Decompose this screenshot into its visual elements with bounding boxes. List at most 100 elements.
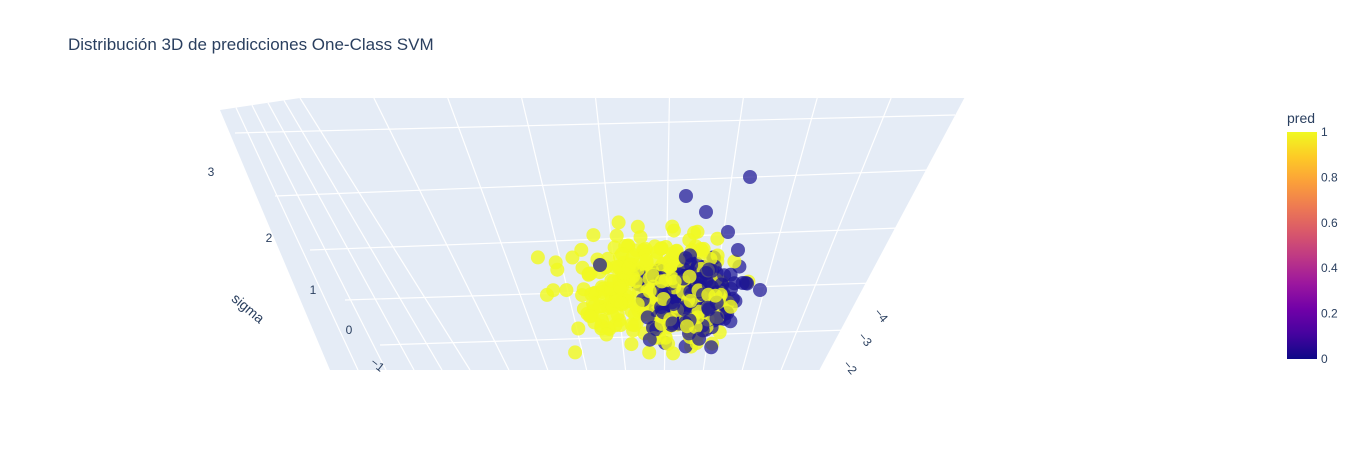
data-point-pred-1[interactable] [710, 231, 725, 246]
data-point-pred-1[interactable] [683, 293, 698, 308]
data-point-pred-1[interactable] [550, 262, 565, 277]
grid-line [309, 227, 901, 251]
data-point-pred-1[interactable] [628, 274, 643, 289]
x-tick-label: −4 [871, 306, 891, 326]
grid-line [234, 114, 956, 134]
data-point-pred-1[interactable] [630, 262, 645, 277]
data-point-pred-1[interactable] [530, 250, 545, 265]
data-point-pred-0[interactable] [723, 267, 738, 282]
x-tick-label: −2 [840, 358, 860, 378]
data-point-pred-1[interactable] [658, 330, 673, 345]
colorbar-tick-label: 0 [1321, 352, 1328, 366]
data-point-pred-1[interactable] [581, 267, 596, 282]
data-point-pred-1[interactable] [666, 223, 681, 238]
data-point-pred-0[interactable] [678, 251, 693, 266]
data-point-pred-0[interactable] [704, 340, 719, 355]
z-tick-label: 0 [346, 323, 353, 337]
data-point-pred-1[interactable] [608, 260, 623, 275]
data-point-pred-1[interactable] [627, 318, 642, 332]
data-point-pred-1[interactable] [680, 319, 694, 334]
chart-title: Distribución 3D de predicciones One-Clas… [68, 35, 434, 54]
grid-line [741, 98, 818, 370]
scene-gridlines [234, 98, 966, 370]
data-point-pred-0[interactable] [735, 276, 750, 290]
data-point-pred-1[interactable] [630, 297, 645, 312]
colorbar-tick-label: 1 [1321, 125, 1328, 139]
z-tick-label: 3 [208, 165, 215, 179]
colorbar-gradient [1287, 132, 1317, 359]
data-point-pred-1[interactable] [682, 269, 697, 284]
data-point-pred-1[interactable] [565, 250, 580, 265]
grid-line [819, 98, 966, 370]
grid-line [447, 98, 549, 370]
data-point-pred-1[interactable] [727, 254, 742, 269]
data-point-pred-0[interactable] [701, 277, 716, 292]
data-point-pred-0[interactable] [721, 225, 735, 239]
z-axis-label: sigma [229, 290, 268, 326]
colorbar: pred 0 0.2 0.4 0.6 0.8 1 [1287, 110, 1338, 366]
data-point-pred-1[interactable] [586, 228, 601, 243]
data-point-pred-1[interactable] [708, 288, 723, 303]
grid-line [780, 98, 892, 370]
scatter-points[interactable] [530, 170, 767, 361]
data-point-pred-1[interactable] [613, 318, 628, 333]
data-point-pred-1[interactable] [576, 282, 591, 297]
data-point-pred-1[interactable] [723, 299, 738, 314]
grid-line [283, 100, 443, 370]
colorbar-tick-label: 0.6 [1321, 216, 1338, 230]
data-point-pred-1[interactable] [667, 274, 682, 289]
data-point-pred-0[interactable] [640, 310, 655, 325]
data-point-pred-1[interactable] [654, 274, 669, 289]
x-tick-label: −3 [855, 330, 875, 350]
colorbar-title: pred [1287, 110, 1315, 126]
grid-line [379, 329, 849, 346]
data-point-pred-1[interactable] [612, 280, 627, 295]
data-point-pred-1[interactable] [663, 259, 678, 274]
data-point-pred-1[interactable] [582, 309, 597, 324]
data-point-pred-1[interactable] [599, 327, 614, 342]
data-point-pred-1[interactable] [658, 240, 673, 254]
data-point-pred-0[interactable] [699, 205, 713, 219]
data-point-pred-0[interactable] [666, 297, 681, 312]
data-point-pred-1[interactable] [609, 228, 624, 243]
data-point-pred-1[interactable] [642, 345, 657, 360]
data-point-pred-0[interactable] [692, 331, 707, 346]
data-point-pred-1[interactable] [571, 321, 586, 336]
data-point-pred-1[interactable] [639, 253, 654, 268]
data-point-pred-0[interactable] [593, 258, 607, 272]
data-point-pred-0[interactable] [753, 283, 767, 297]
colorbar-tick-label: 0.8 [1321, 170, 1338, 184]
data-point-pred-0[interactable] [642, 332, 657, 347]
data-point-pred-1[interactable] [611, 215, 626, 230]
grid-line [373, 98, 510, 370]
data-point-pred-1[interactable] [610, 294, 624, 309]
data-point-pred-1[interactable] [625, 250, 640, 265]
data-point-pred-1[interactable] [642, 284, 657, 299]
data-point-pred-0[interactable] [709, 311, 724, 326]
data-point-pred-1[interactable] [559, 283, 574, 298]
data-point-pred-1[interactable] [585, 296, 600, 311]
grid-line [251, 104, 387, 370]
data-point-pred-0[interactable] [731, 243, 745, 257]
z-tick-label: 2 [266, 231, 273, 245]
colorbar-ticks: 0 0.2 0.4 0.6 0.8 1 [1321, 125, 1338, 366]
data-point-pred-0[interactable] [679, 189, 693, 203]
data-point-pred-0[interactable] [743, 170, 757, 184]
data-point-pred-1[interactable] [630, 219, 645, 234]
z-tick-label: 1 [310, 283, 317, 297]
data-point-pred-1[interactable] [624, 337, 639, 352]
data-point-pred-0[interactable] [699, 266, 714, 280]
colorbar-tick-label: 0.2 [1321, 307, 1338, 321]
data-point-pred-1[interactable] [540, 287, 554, 302]
grid-line [274, 169, 931, 197]
grid-line [267, 102, 415, 370]
grid-line [299, 98, 471, 370]
data-point-pred-1[interactable] [615, 247, 629, 261]
data-point-pred-1[interactable] [696, 241, 711, 256]
data-point-pred-1[interactable] [682, 233, 697, 248]
grid-line [235, 107, 359, 370]
data-point-pred-0[interactable] [665, 316, 680, 331]
data-point-pred-1[interactable] [568, 345, 583, 360]
